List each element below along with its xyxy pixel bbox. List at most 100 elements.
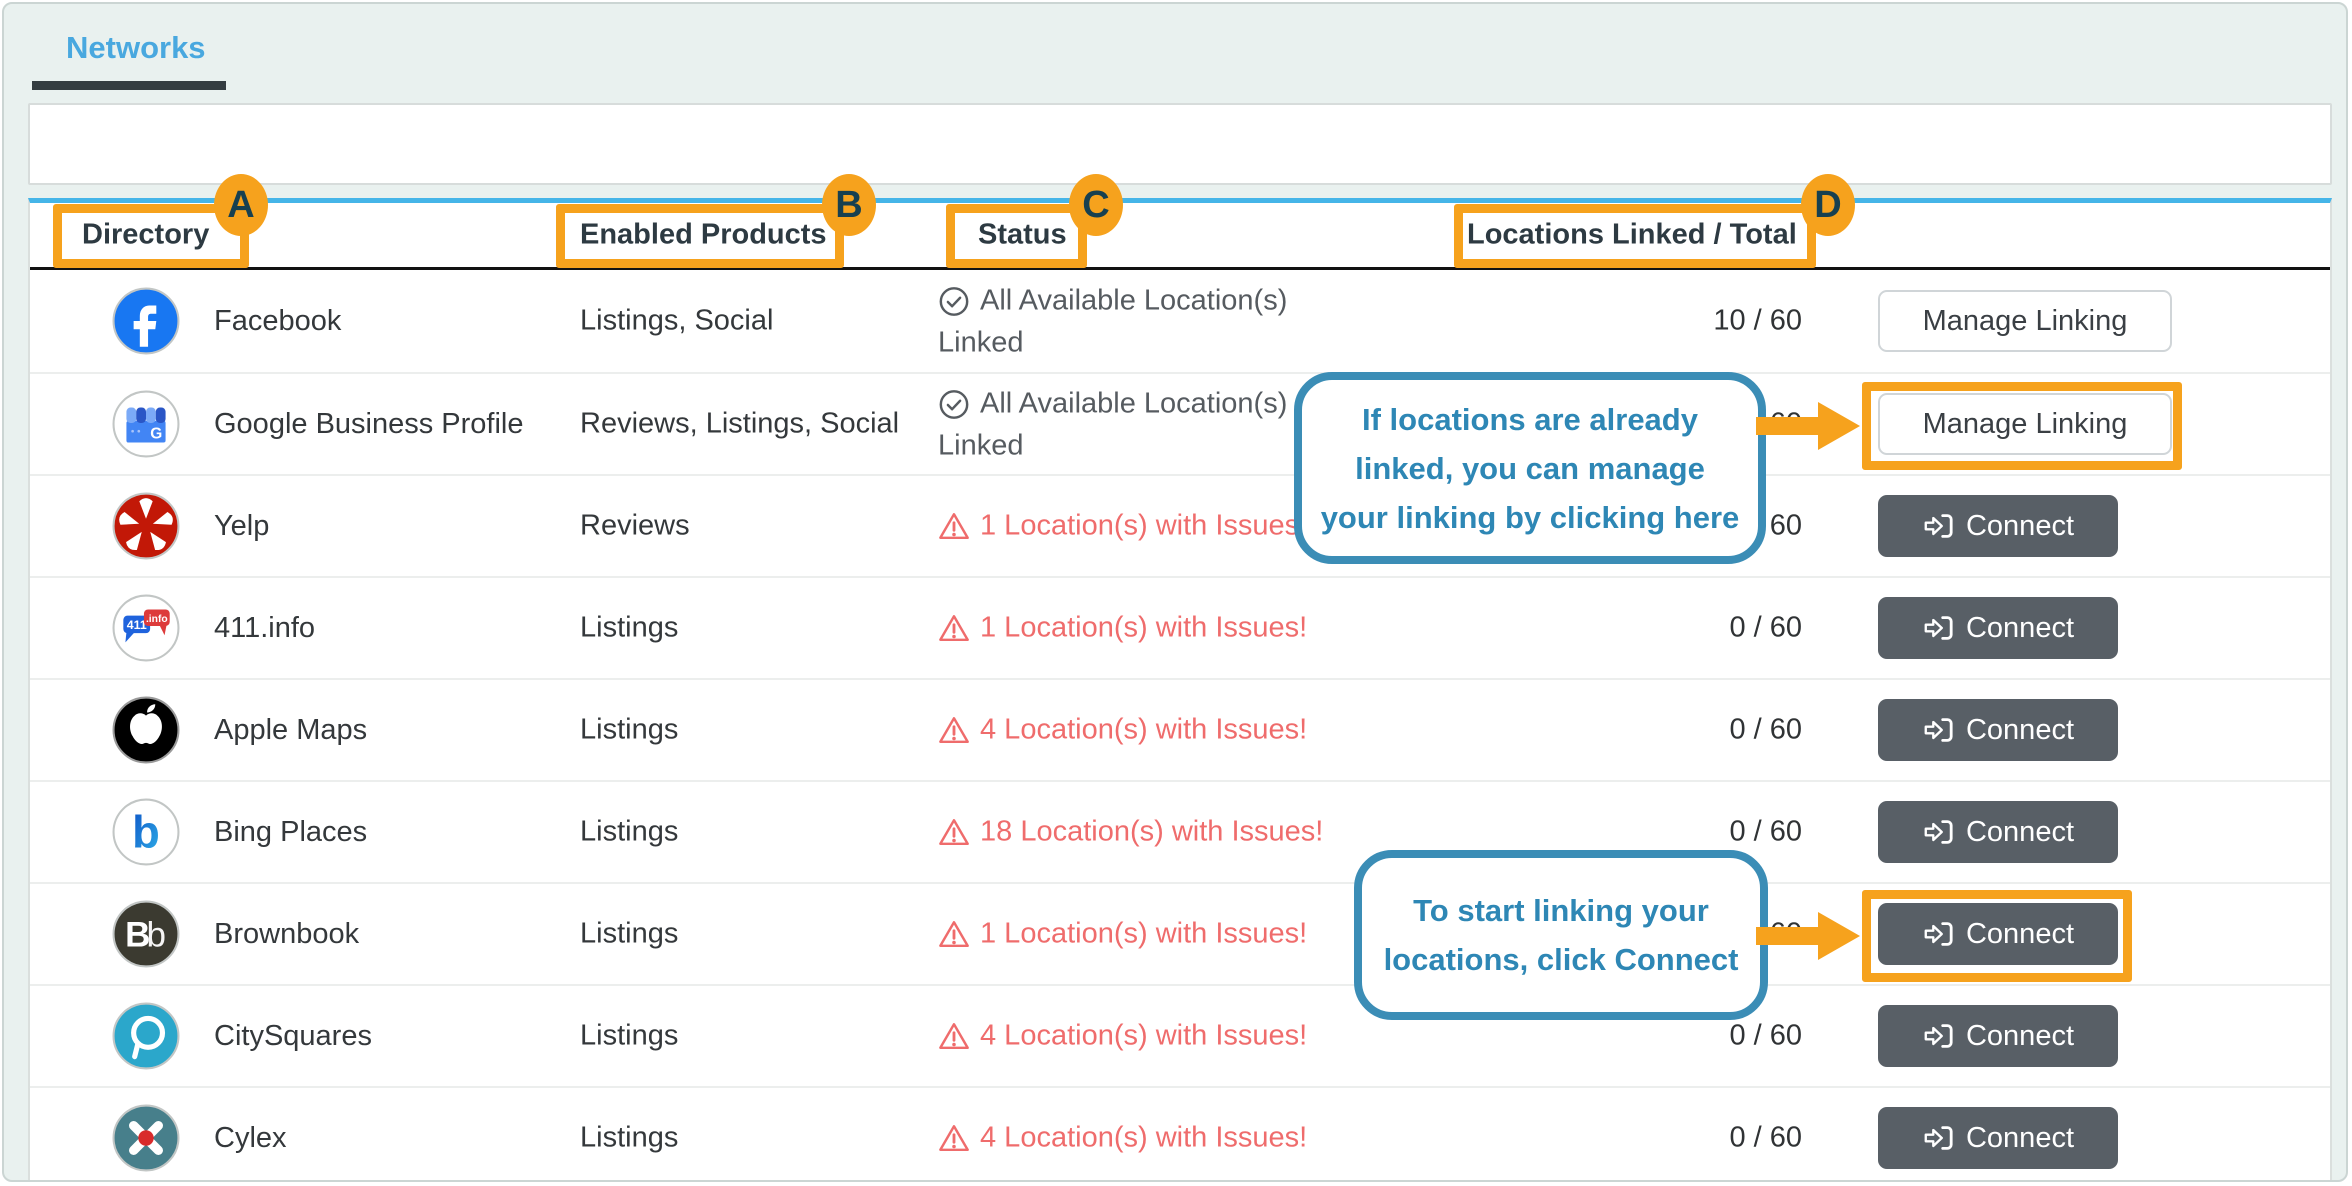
highlight-box-manage-linking-button: [1862, 382, 2182, 470]
connect-button[interactable]: Connect: [1878, 1005, 2118, 1067]
status-text: 4 Location(s) with Issues!: [938, 1015, 1508, 1058]
manage-linking-button[interactable]: Manage Linking: [1878, 393, 2172, 455]
status-text: All Available Location(s) Linked: [938, 387, 1288, 462]
directory-name: Bing Places: [214, 816, 368, 848]
annotation-badge-d: D: [1801, 174, 1855, 236]
table-row: CitySquares Listings 4 Location(s) with …: [30, 984, 2330, 1086]
check-circle-icon: [938, 388, 970, 420]
directory-name: CitySquares: [214, 1020, 372, 1052]
connect-button[interactable]: Connect: [1878, 903, 2118, 965]
sign-in-icon: [1922, 613, 1954, 643]
locations-count: 0 / 60: [1729, 1121, 1802, 1154]
highlight-box-locations-header: [1454, 204, 1816, 268]
sign-in-icon: [1922, 1021, 1954, 1051]
yelp-icon: [112, 492, 180, 560]
status-text: 1 Location(s) with Issues!: [938, 505, 1508, 548]
tab-networks[interactable]: Networks: [66, 30, 206, 65]
table-row: 411 .info 411.info Listings 1 Location(s)…: [30, 576, 2330, 678]
locations-count: 0 / 60: [1729, 1019, 1802, 1052]
sign-in-icon: [1922, 715, 1954, 745]
networks-table: Directory Enabled Products Status Locati…: [28, 198, 2332, 1180]
locations-count: 0 / 60: [1729, 815, 1802, 848]
arrow-right-icon: [1756, 402, 1860, 450]
enabled-products: Listings: [580, 1121, 679, 1154]
locations-count: 10 / 60: [1713, 304, 1802, 337]
citysquares-icon: [112, 1002, 180, 1070]
arrow-right-icon: [1756, 912, 1860, 960]
enabled-products: Listings: [580, 1019, 679, 1052]
apple-maps-icon: [112, 696, 180, 764]
annotation-badge-b: B: [822, 174, 876, 236]
highlight-box-enabled-products-header: [556, 204, 844, 268]
411info-icon: 411 .info: [112, 594, 180, 662]
table-row: b Bing Places Listings 18 Location(s) wi…: [30, 780, 2330, 882]
table-row: Apple Maps Listings 4 Location(s) with I…: [30, 678, 2330, 780]
connect-button[interactable]: Connect: [1878, 1107, 2118, 1169]
manage-linking-button[interactable]: Manage Linking: [1878, 290, 2172, 352]
warning-triangle-icon: [938, 1020, 970, 1052]
status-text: 18 Location(s) with Issues!: [938, 811, 1508, 854]
connect-button[interactable]: Connect: [1878, 597, 2118, 659]
connect-button[interactable]: Connect: [1878, 699, 2118, 761]
callout-connect-text: To start linking your locations, click C…: [1383, 893, 1739, 977]
table-row: Cylex Listings 4 Location(s) with Issues…: [30, 1086, 2330, 1180]
svg-text:G: G: [150, 425, 162, 442]
directory-name: Google Business Profile: [214, 408, 524, 440]
svg-text:411: 411: [127, 618, 147, 632]
highlight-box-connect-button: [1862, 890, 2132, 982]
connect-button[interactable]: Connect: [1878, 801, 2118, 863]
table-row: Facebook Listings, Social All Available …: [30, 270, 2330, 372]
callout-connect: To start linking your locations, click C…: [1354, 850, 1768, 1020]
cylex-icon: [112, 1104, 180, 1172]
enabled-products: Listings, Social: [580, 304, 774, 337]
warning-triangle-icon: [938, 714, 970, 746]
status-text: 1 Location(s) with Issues!: [938, 607, 1508, 650]
connect-button[interactable]: Connect: [1878, 495, 2118, 557]
directory-name: 411.info: [214, 612, 316, 644]
google-business-icon: G: [112, 390, 180, 458]
column-header-enabled-products: Enabled Products: [580, 218, 827, 251]
svg-text:b: b: [147, 915, 166, 954]
svg-text:b: b: [132, 806, 160, 857]
enabled-products: Listings: [580, 611, 679, 644]
sign-in-icon: [1922, 817, 1954, 847]
facebook-icon: [112, 287, 180, 355]
check-circle-icon: [938, 285, 970, 317]
warning-triangle-icon: [938, 510, 970, 542]
column-header-directory: Directory: [82, 218, 210, 251]
highlight-box-directory-header: [53, 204, 249, 268]
callout-manage-linking-text: If locations are already linked, you can…: [1320, 401, 1740, 535]
callout-manage-linking: If locations are already linked, you can…: [1294, 372, 1766, 564]
warning-triangle-icon: [938, 918, 970, 950]
enabled-products: Reviews: [580, 509, 690, 542]
svg-text:.info: .info: [146, 614, 168, 625]
table-header-row: Directory Enabled Products Status Locati…: [30, 203, 2330, 270]
status-text: 1 Location(s) with Issues!: [938, 913, 1508, 956]
locations-count: 0 / 60: [1729, 713, 1802, 746]
directory-name: Brownbook: [214, 918, 360, 950]
warning-triangle-icon: [938, 612, 970, 644]
highlight-box-status-header: [946, 204, 1087, 268]
sign-in-icon: [1922, 1123, 1954, 1153]
bing-places-icon: b: [112, 798, 180, 866]
status-text: 4 Location(s) with Issues!: [938, 709, 1508, 752]
directory-name: Cylex: [214, 1122, 287, 1154]
directory-name: Apple Maps: [214, 714, 368, 746]
column-header-status: Status: [978, 218, 1067, 251]
warning-triangle-icon: [938, 816, 970, 848]
status-text: All Available Location(s) Linked: [938, 284, 1288, 359]
annotation-badge-a: A: [214, 174, 268, 236]
enabled-products: Listings: [580, 815, 679, 848]
sign-in-icon: [1922, 919, 1954, 949]
tab-active-underline: [32, 81, 226, 90]
status-text: 4 Location(s) with Issues!: [938, 1117, 1508, 1160]
enabled-products: Reviews, Listings, Social: [580, 407, 900, 440]
locations-count: 0 / 60: [1729, 611, 1802, 644]
enabled-products: Listings: [580, 713, 679, 746]
column-header-locations-linked: Locations Linked / Total: [1467, 218, 1797, 251]
directory-name: Facebook: [214, 305, 342, 337]
sign-in-icon: [1922, 511, 1954, 541]
